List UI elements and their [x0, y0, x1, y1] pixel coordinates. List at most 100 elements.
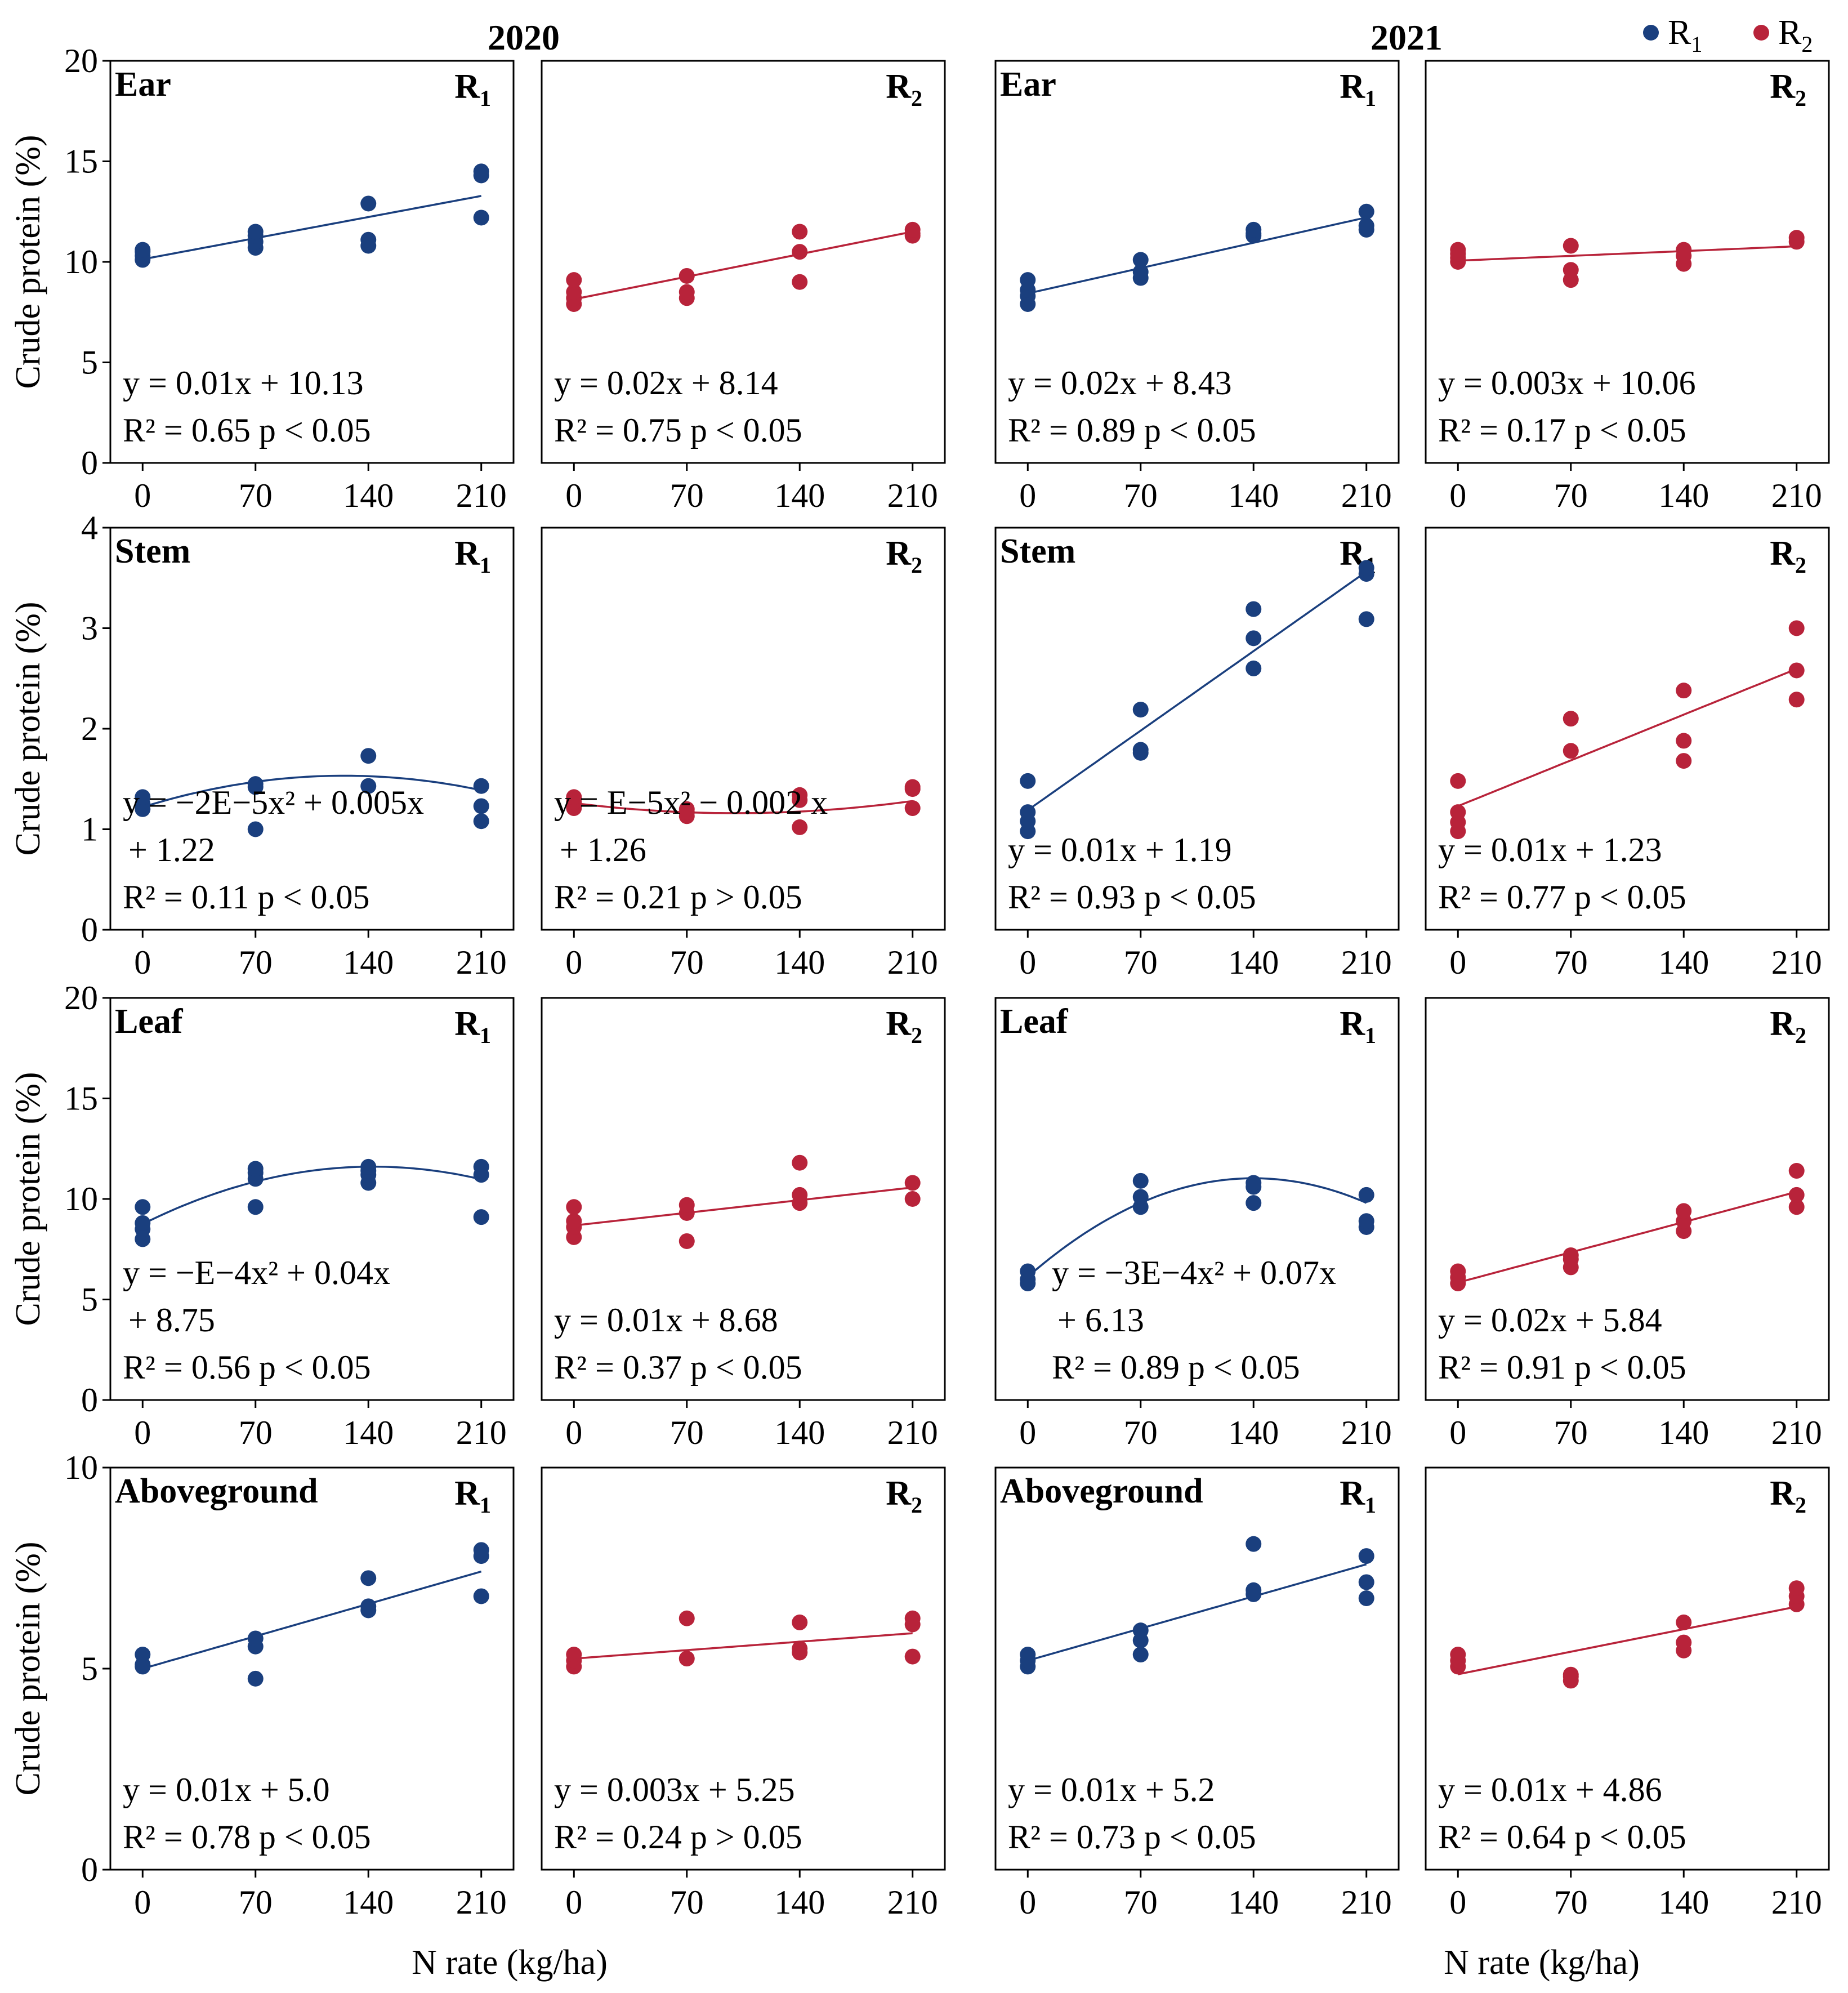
panel-frame — [109, 60, 515, 464]
x-tick-label: 210 — [456, 477, 507, 514]
y-tick-label: 0 — [81, 911, 98, 948]
data-point-2021-ear-r1 — [1358, 203, 1374, 220]
equation-line: y = −E−4x² + 0.04x — [123, 1254, 390, 1291]
equation-line: R² = 0.37 p < 0.05 — [554, 1349, 802, 1386]
data-point-2021-aboveground-r1 — [1358, 1548, 1374, 1564]
data-point-2021-stem-r2 — [1788, 692, 1805, 708]
equation-line: y = −2E−5x² + 0.005x — [123, 784, 424, 821]
data-point-2020-stem-r2 — [904, 779, 921, 795]
equation-line: y = 0.02x + 8.43 — [1008, 364, 1232, 402]
replicate-label: R1 — [454, 1474, 491, 1518]
data-point-2021-stem-r1 — [1020, 804, 1036, 821]
data-point-2021-aboveground-r2 — [1676, 1634, 1692, 1651]
panel-frame — [1425, 997, 1830, 1401]
fit-line-2020-stem-r1 — [142, 774, 482, 808]
replicate-label: R2 — [886, 68, 922, 111]
x-tick-label: 210 — [1771, 944, 1822, 981]
data-point-2020-aboveground-r1 — [360, 1570, 377, 1586]
data-point-2021-aboveground-r1 — [1358, 1590, 1374, 1607]
y-tick-label: 10 — [64, 1180, 98, 1218]
data-point-2020-ear-r2 — [904, 221, 921, 238]
panel-2021-aboveground-r2: 0 70 140 210 R2 y = 0.01x + 4.86 R² = 0.64 p <… — [1425, 1466, 1830, 1921]
panel-title: Leaf — [115, 1002, 184, 1041]
x-tick-label: 70 — [1554, 477, 1588, 514]
x-tick-label: 140 — [343, 1414, 394, 1451]
equation-line: y = 0.02x + 8.14 — [554, 364, 778, 402]
fit-line-2020-aboveground-r2 — [574, 1632, 913, 1660]
x-tick-label: 0 — [565, 1414, 582, 1451]
panel-title: Aboveground — [1000, 1472, 1203, 1510]
equation-line: R² = 0.73 p < 0.05 — [1008, 1818, 1256, 1856]
data-point-2021-aboveground-r2 — [1563, 1666, 1579, 1683]
equation-line: R² = 0.77 p < 0.05 — [1438, 879, 1686, 916]
x-tick-label: 70 — [670, 1414, 704, 1451]
fit-line-2021-ear-r1 — [1027, 216, 1367, 295]
data-point-2020-aboveground-r1 — [473, 1588, 489, 1604]
replicate-label: R1 — [1340, 1005, 1376, 1048]
data-point-2021-stem-r2 — [1450, 773, 1466, 789]
data-point-2020-leaf-r2 — [792, 1187, 808, 1203]
panel-frame — [109, 997, 515, 1401]
data-point-2020-leaf-r1 — [247, 1161, 264, 1177]
data-point-2020-stem-r1 — [247, 776, 264, 792]
y-tick-label: 0 — [81, 444, 98, 481]
panel-frame — [109, 527, 515, 931]
equation-line: R² = 0.56 p < 0.05 — [123, 1349, 371, 1386]
data-point-2020-aboveground-r2 — [679, 1651, 695, 1667]
x-tick-label: 0 — [1019, 1414, 1036, 1451]
data-point-2021-leaf-r2 — [1788, 1199, 1805, 1215]
data-point-2021-stem-r2 — [1788, 620, 1805, 636]
data-point-2020-ear-r2 — [679, 284, 695, 300]
y-tick-label: 3 — [81, 610, 98, 647]
data-point-2021-stem-r1 — [1132, 742, 1149, 758]
equation-line: + 8.75 — [128, 1301, 215, 1339]
x-tick-label: 70 — [670, 477, 704, 514]
data-point-2020-ear-r2 — [792, 244, 808, 260]
data-point-2020-aboveground-r2 — [566, 1647, 582, 1663]
panel-title: Stem — [115, 532, 190, 570]
x-tick-label: 210 — [456, 944, 507, 981]
data-point-2020-ear-r2 — [792, 274, 808, 290]
data-point-2020-stem-r1 — [473, 813, 489, 830]
data-point-2021-leaf-r1 — [1132, 1172, 1149, 1189]
data-point-2020-ear-r1 — [473, 209, 489, 226]
year-label-2020: 2020 — [488, 17, 560, 57]
data-point-2021-aboveground-r2 — [1676, 1614, 1692, 1630]
data-point-2021-stem-r1 — [1246, 660, 1262, 676]
x-tick-label: 140 — [343, 477, 394, 514]
equation-line: y = 0.01x + 5.2 — [1008, 1771, 1215, 1808]
data-point-2020-leaf-r2 — [679, 1197, 695, 1213]
equation-line: R² = 0.17 p < 0.05 — [1438, 412, 1686, 449]
replicate-label: R2 — [1770, 534, 1806, 578]
data-point-2021-stem-r1 — [1246, 630, 1262, 647]
x-tick-label: 140 — [1658, 1884, 1709, 1921]
panel-2020-ear-r1: 0 70 140 210 0 5 10 15 20 Crude protein (%) Ear R1 y… — [9, 42, 515, 514]
equation-line: y = E−5x² − 0.002 x — [554, 784, 828, 821]
fit-line-2021-leaf-r1 — [1027, 1177, 1367, 1278]
equation-line: R² = 0.78 p < 0.05 — [123, 1818, 371, 1856]
x-tick-label: 140 — [1658, 477, 1709, 514]
fit-line-2021-stem-r2 — [1457, 668, 1797, 808]
replicate-label: R1 — [454, 534, 491, 578]
data-point-2021-stem-r1 — [1358, 611, 1374, 627]
data-point-2021-stem-r1 — [1246, 601, 1262, 617]
data-point-2020-aboveground-r1 — [247, 1670, 264, 1687]
data-point-2021-ear-r1 — [1246, 221, 1262, 238]
data-point-2020-ear-r2 — [792, 224, 808, 240]
data-point-2021-ear-r1 — [1132, 264, 1149, 280]
x-tick-label: 0 — [565, 477, 582, 514]
data-point-2020-aboveground-r1 — [135, 1647, 151, 1663]
data-point-2020-stem-r2 — [904, 800, 921, 817]
x-tick-label: 210 — [1341, 1884, 1392, 1921]
equation-line: y = 0.01x + 1.19 — [1008, 831, 1232, 868]
data-point-2020-ear-r1 — [360, 195, 377, 212]
panel-frame — [541, 60, 946, 464]
equation-line: y = 0.01x + 1.23 — [1438, 831, 1662, 868]
x-tick-label: 140 — [1228, 1414, 1279, 1451]
fit-line-2021-aboveground-r1 — [1027, 1563, 1367, 1662]
y-tick-label: 20 — [64, 42, 98, 79]
x-tick-label: 0 — [1449, 1414, 1466, 1451]
data-point-2020-aboveground-r1 — [360, 1598, 377, 1615]
panel-frame — [541, 997, 946, 1401]
